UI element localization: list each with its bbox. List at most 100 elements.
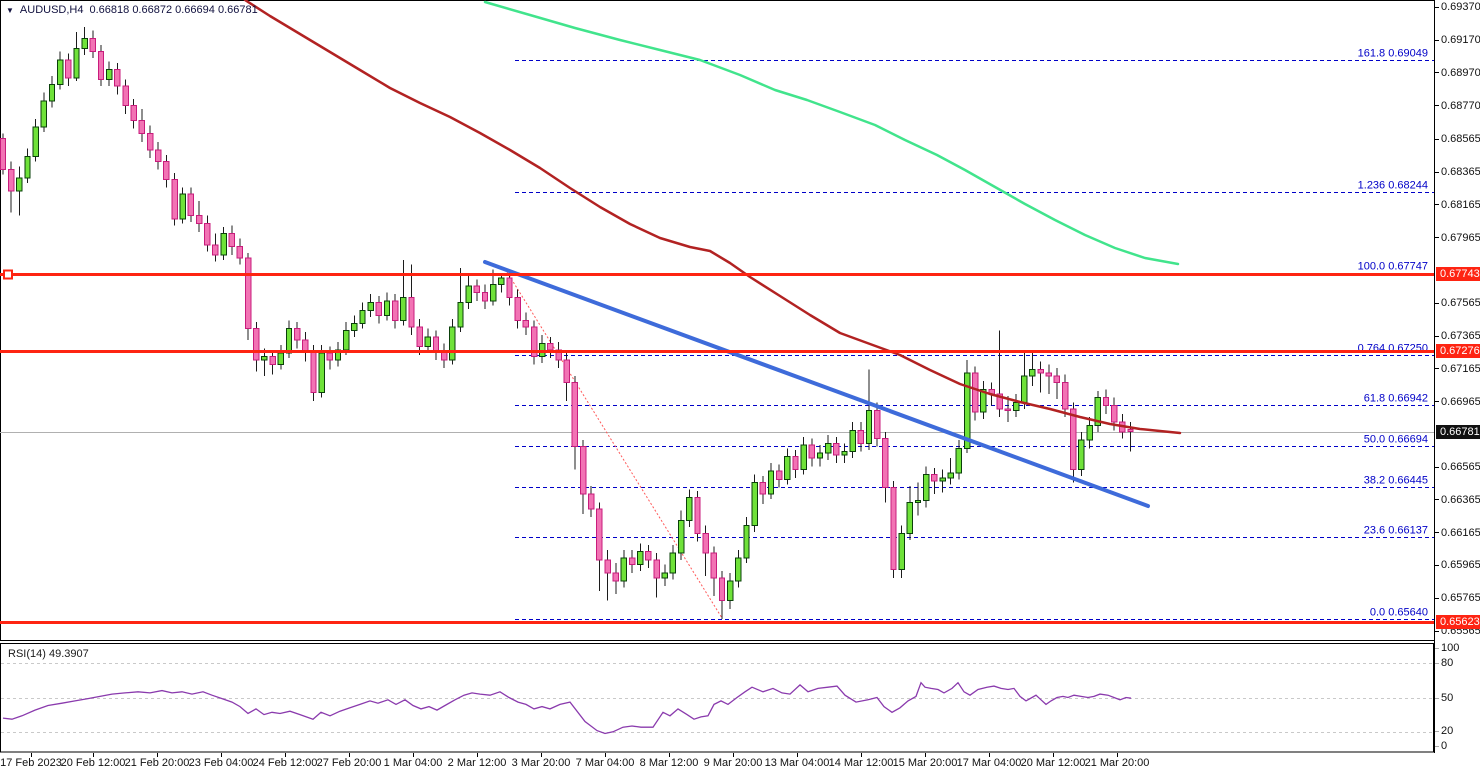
candle — [849, 422, 856, 459]
time-axis-label: 17 Mar 04:00 — [956, 757, 1022, 769]
price-tick-mark — [1435, 105, 1439, 107]
candle — [146, 125, 154, 159]
candle — [522, 312, 530, 336]
candle — [400, 259, 407, 326]
candle-body-bear — [547, 342, 554, 351]
price-axis-label: 0.65965 — [1441, 559, 1480, 572]
candle-body-bull — [800, 444, 807, 471]
candle-body-bear — [0, 138, 7, 171]
candle — [138, 109, 146, 142]
candle — [318, 345, 325, 398]
candle — [972, 366, 979, 421]
candle — [334, 341, 342, 367]
candle — [800, 436, 807, 475]
candle — [710, 546, 717, 596]
time-axis-label: 21 Feb 20:00 — [124, 757, 190, 769]
candle — [530, 320, 538, 365]
candle-body-bull — [261, 356, 268, 361]
candle — [1004, 395, 1012, 423]
time-axis-label: 8 Mar 12:00 — [639, 757, 699, 769]
candle-body-bull — [865, 410, 873, 444]
fast-ma-green[interactable] — [483, 0, 1180, 266]
price-axis-label: 0.68365 — [1441, 166, 1480, 179]
candle — [1094, 390, 1101, 432]
chevron-down-icon[interactable]: ▼ — [6, 5, 14, 15]
candle-body-bull — [1086, 424, 1093, 441]
candle-body-bull — [784, 455, 791, 480]
candle-body-bull — [751, 482, 758, 526]
price-axis-label: 0.66165 — [1441, 526, 1480, 539]
candle — [24, 148, 31, 183]
price-axis-label: 0.69370 — [1441, 1, 1480, 14]
candle — [816, 445, 824, 467]
candle — [130, 99, 137, 129]
descending-trendline[interactable] — [483, 260, 1150, 508]
candle-body-bull — [498, 277, 505, 285]
candle — [759, 476, 767, 505]
candle-body-bear — [522, 319, 530, 328]
candle — [351, 315, 358, 337]
price-tick-mark — [1435, 138, 1439, 140]
candle — [865, 369, 873, 450]
candle — [449, 318, 456, 365]
fib-diagonal-line[interactable] — [506, 271, 723, 619]
candle — [980, 381, 987, 419]
candle-body-bear — [163, 160, 170, 180]
candle-body-bear — [996, 393, 1003, 410]
time-tick-mark — [605, 753, 606, 757]
candle — [857, 422, 865, 452]
candle-body-bear — [555, 349, 562, 361]
candle — [784, 448, 791, 485]
candle — [824, 435, 832, 460]
candle-body-bear — [408, 297, 415, 328]
time-axis-label: 17 Feb 2023 — [0, 757, 62, 769]
candle — [171, 172, 178, 226]
candle — [792, 449, 799, 478]
candle-body-bear — [1053, 375, 1061, 384]
candle-body-bull — [726, 580, 734, 602]
time-axis-label: 13 Mar 04:00 — [764, 757, 830, 769]
candle-body-bear — [236, 246, 244, 259]
candle-body-bear — [269, 356, 276, 366]
price-tick-mark — [1435, 597, 1439, 599]
candle — [620, 549, 628, 588]
time-axis[interactable]: 17 Feb 2023 20 Feb 12:00 21 Feb 20:00 23 Fe… — [0, 753, 1480, 777]
main-chart-canvas[interactable]: 161.8 0.69049 1.236 0.68244 100.0 0.67747 0… — [0, 0, 1434, 641]
price-axis-label: 0.68165 — [1441, 198, 1480, 211]
candle — [253, 322, 260, 372]
candle-body-bear — [253, 328, 260, 361]
candle-body-bear — [506, 277, 513, 299]
line-anchor-square[interactable] — [3, 269, 13, 280]
candle — [465, 276, 472, 309]
candle-body-bull — [359, 310, 366, 325]
candle-body-bear — [931, 474, 938, 482]
candle-body-bear — [694, 496, 701, 535]
rsi-panel-canvas[interactable] — [0, 643, 1434, 753]
candle — [114, 63, 121, 95]
candle-body-bull — [686, 496, 693, 521]
candle-body-bull — [980, 388, 987, 413]
candle-body-bull — [334, 349, 342, 361]
candle — [735, 549, 742, 588]
candle — [1021, 351, 1028, 409]
candle-body-bull — [906, 501, 914, 535]
time-tick-mark — [221, 753, 222, 757]
candle — [106, 61, 113, 87]
price-axis[interactable]: 0.69370 0.69170 0.68970 0.68770 0.68565 0.683… — [1434, 0, 1480, 753]
time-tick-mark — [285, 753, 286, 757]
candle — [228, 225, 235, 255]
candle — [187, 187, 195, 223]
candle — [686, 489, 693, 527]
time-tick-mark — [989, 753, 990, 757]
rsi-axis-label: 20 — [1441, 725, 1454, 737]
candle-body-bull — [48, 83, 56, 102]
candle — [155, 141, 162, 170]
time-tick-mark — [31, 753, 32, 757]
slow-ma-red[interactable] — [243, 0, 1182, 435]
rsi-panel-border — [0, 643, 1434, 753]
time-tick-mark — [669, 753, 670, 757]
candle — [882, 431, 889, 503]
candle — [302, 331, 309, 362]
candle-body-bear — [604, 559, 611, 574]
price-axis-label: 0.65765 — [1441, 592, 1480, 605]
